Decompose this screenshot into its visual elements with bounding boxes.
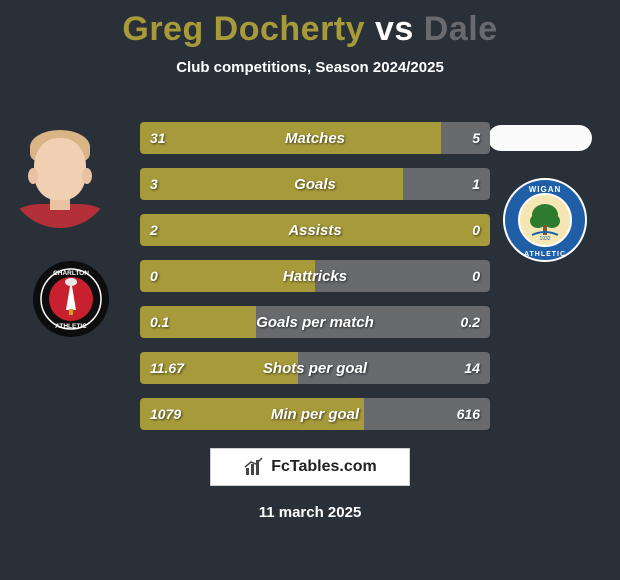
bar-row: 3Goals1 [140,168,490,200]
player2-club-badge: WIGAN ATHLETIC 1932 [502,177,588,263]
bar-row: 2Assists0 [140,214,490,246]
svg-text:ATHLETIC: ATHLETIC [524,251,566,258]
brand-box: FcTables.com [210,448,410,486]
svg-text:WIGAN: WIGAN [529,185,562,194]
bar-metric-label: Matches [140,122,490,154]
player2-name: Dale [424,10,498,48]
bar-right-value: 0 [472,214,480,246]
date-text: 11 march 2025 [0,504,620,521]
bar-metric-label: Shots per goal [140,352,490,384]
bar-row: 0Hattricks0 [140,260,490,292]
svg-text:ATHLETIC: ATHLETIC [55,323,87,330]
bar-right-value: 0.2 [461,306,480,338]
bar-metric-label: Goals per match [140,306,490,338]
brand-chart-icon [243,456,265,478]
bar-right-value: 14 [464,352,480,384]
brand-text: FcTables.com [271,458,377,476]
comparison-title: Greg Docherty vs Dale [0,0,620,49]
svg-text:1932: 1932 [539,236,550,242]
player1-club-badge: CHARLTON ATHLETIC [32,260,110,338]
player2-avatar-placeholder [488,125,592,151]
bar-right-value: 1 [472,168,480,200]
bar-right-value: 616 [457,398,480,430]
comparison-bars: 31Matches53Goals12Assists00Hattricks00.1… [140,122,490,444]
bar-row: 1079Min per goal616 [140,398,490,430]
vs-text: vs [375,10,414,48]
bar-row: 31Matches5 [140,122,490,154]
bar-metric-label: Assists [140,214,490,246]
bar-row: 0.1Goals per match0.2 [140,306,490,338]
subtitle: Club competitions, Season 2024/2025 [0,49,620,76]
bar-row: 11.67Shots per goal14 [140,352,490,384]
bar-metric-label: Hattricks [140,260,490,292]
player1-avatar [8,124,112,228]
bar-metric-label: Min per goal [140,398,490,430]
player1-name: Greg Docherty [122,10,365,48]
bar-right-value: 5 [472,122,480,154]
svg-text:CHARLTON: CHARLTON [53,270,89,277]
bar-right-value: 0 [472,260,480,292]
bar-metric-label: Goals [140,168,490,200]
